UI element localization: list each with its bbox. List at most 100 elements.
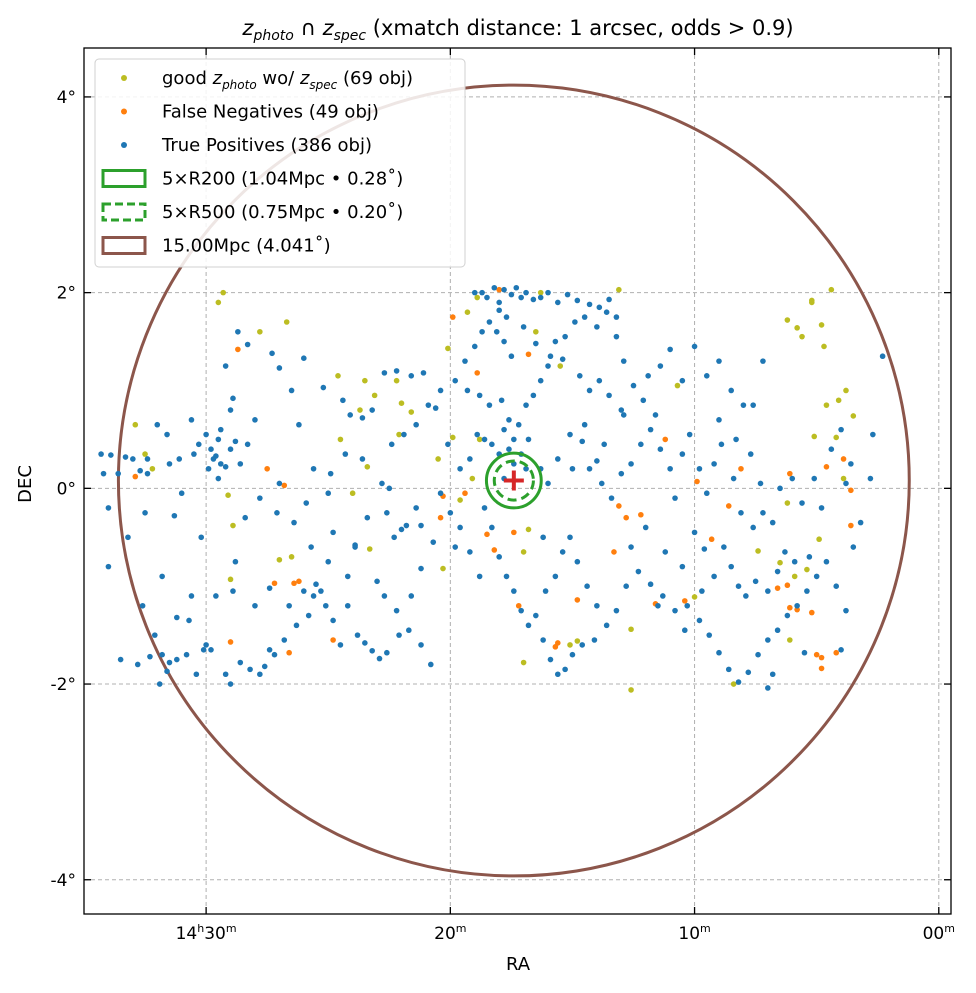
good-point: [804, 566, 810, 573]
tp-point: [828, 446, 835, 452]
tp-point: [542, 588, 549, 594]
tp-point: [679, 563, 686, 570]
tp-point: [191, 451, 197, 457]
tp-point: [437, 387, 444, 394]
good-point: [474, 294, 481, 301]
tp-point: [699, 588, 705, 594]
tp-point: [506, 417, 512, 423]
tp-point: [620, 358, 627, 364]
tp-point: [313, 581, 319, 588]
tp-point: [613, 333, 620, 340]
fn-point: [611, 549, 617, 555]
tp-point: [518, 294, 524, 301]
tp-point: [489, 441, 495, 448]
tp-point: [330, 617, 336, 624]
good-point: [227, 576, 234, 583]
tp-point: [396, 632, 402, 638]
tp-point: [537, 377, 544, 384]
tp-point: [296, 421, 302, 428]
good-point: [537, 289, 544, 296]
y-axis-label: DEC: [15, 465, 36, 503]
good-point: [435, 456, 441, 462]
tp-point: [801, 649, 808, 656]
good-point: [457, 497, 463, 503]
tp-point: [559, 356, 566, 362]
tp-point: [813, 573, 820, 580]
fn-point: [484, 531, 490, 538]
tp-point: [750, 402, 756, 408]
tp-point: [325, 558, 332, 565]
tp-point: [452, 377, 459, 384]
tp-point: [757, 480, 764, 487]
tp-point: [445, 441, 451, 448]
tp-point: [760, 510, 766, 516]
tp-point: [691, 343, 698, 350]
tp-point: [227, 681, 234, 687]
tp-point: [574, 558, 581, 565]
tp-point: [823, 558, 830, 565]
tp-point: [174, 656, 180, 663]
tp-point: [567, 431, 573, 438]
axis-ticks: 14h30m 20m 10m 00m 4° 2° 0° -2° -4°: [51, 48, 955, 944]
tp-point: [232, 558, 239, 565]
tp-point: [359, 456, 366, 462]
tp-point: [554, 456, 561, 462]
tp-point: [195, 441, 202, 448]
tp-point: [486, 319, 493, 325]
tp-point: [774, 627, 781, 634]
fn-point: [616, 503, 622, 509]
good-point: [362, 377, 368, 384]
tp-point: [481, 436, 488, 443]
tp-point: [232, 438, 239, 445]
fn-point: [794, 606, 800, 613]
tp-point: [288, 387, 295, 394]
tp-point: [703, 373, 710, 379]
tp-point: [281, 637, 288, 643]
tp-point: [586, 301, 593, 308]
fn-point: [511, 529, 517, 536]
tp-point: [655, 602, 661, 609]
legend-label-tp: True Positives (386 obj): [161, 135, 372, 156]
tp-point: [711, 573, 717, 580]
tp-point: [594, 602, 600, 609]
tp-point: [706, 632, 713, 638]
tp-point: [237, 461, 244, 467]
tp-point: [408, 373, 415, 379]
good-point: [818, 322, 825, 328]
tp-point: [381, 370, 388, 376]
tp-point: [147, 653, 153, 660]
tp-point: [122, 454, 129, 460]
good-point: [808, 299, 815, 306]
tp-point: [481, 505, 488, 511]
tp-point: [547, 353, 554, 360]
tp-point: [525, 622, 532, 629]
tp-point: [418, 522, 424, 529]
tp-point: [530, 296, 537, 303]
tp-point: [701, 546, 708, 552]
tp-point: [576, 373, 583, 379]
tp-point: [618, 470, 625, 477]
tp-point: [540, 637, 546, 643]
tp-point: [728, 387, 734, 394]
tp-point: [244, 441, 251, 448]
tp-point: [369, 647, 375, 654]
tp-point: [652, 412, 659, 418]
good-point: [628, 687, 634, 693]
tp-point: [344, 573, 351, 580]
tp-point: [606, 296, 612, 303]
good-point: [440, 565, 446, 572]
good-point: [476, 436, 483, 443]
fn-point: [496, 286, 502, 293]
tp-point: [540, 534, 546, 541]
tp-point: [425, 402, 432, 408]
legend-marker-tp: [121, 142, 127, 148]
fn-point: [823, 464, 830, 470]
tp-point: [471, 343, 478, 350]
good-point: [288, 554, 295, 560]
tp-point: [530, 392, 537, 399]
tp-point: [391, 534, 397, 541]
tp-point: [344, 602, 351, 609]
good-point: [730, 681, 737, 687]
tp-point: [508, 353, 515, 360]
tp-point: [716, 417, 722, 423]
